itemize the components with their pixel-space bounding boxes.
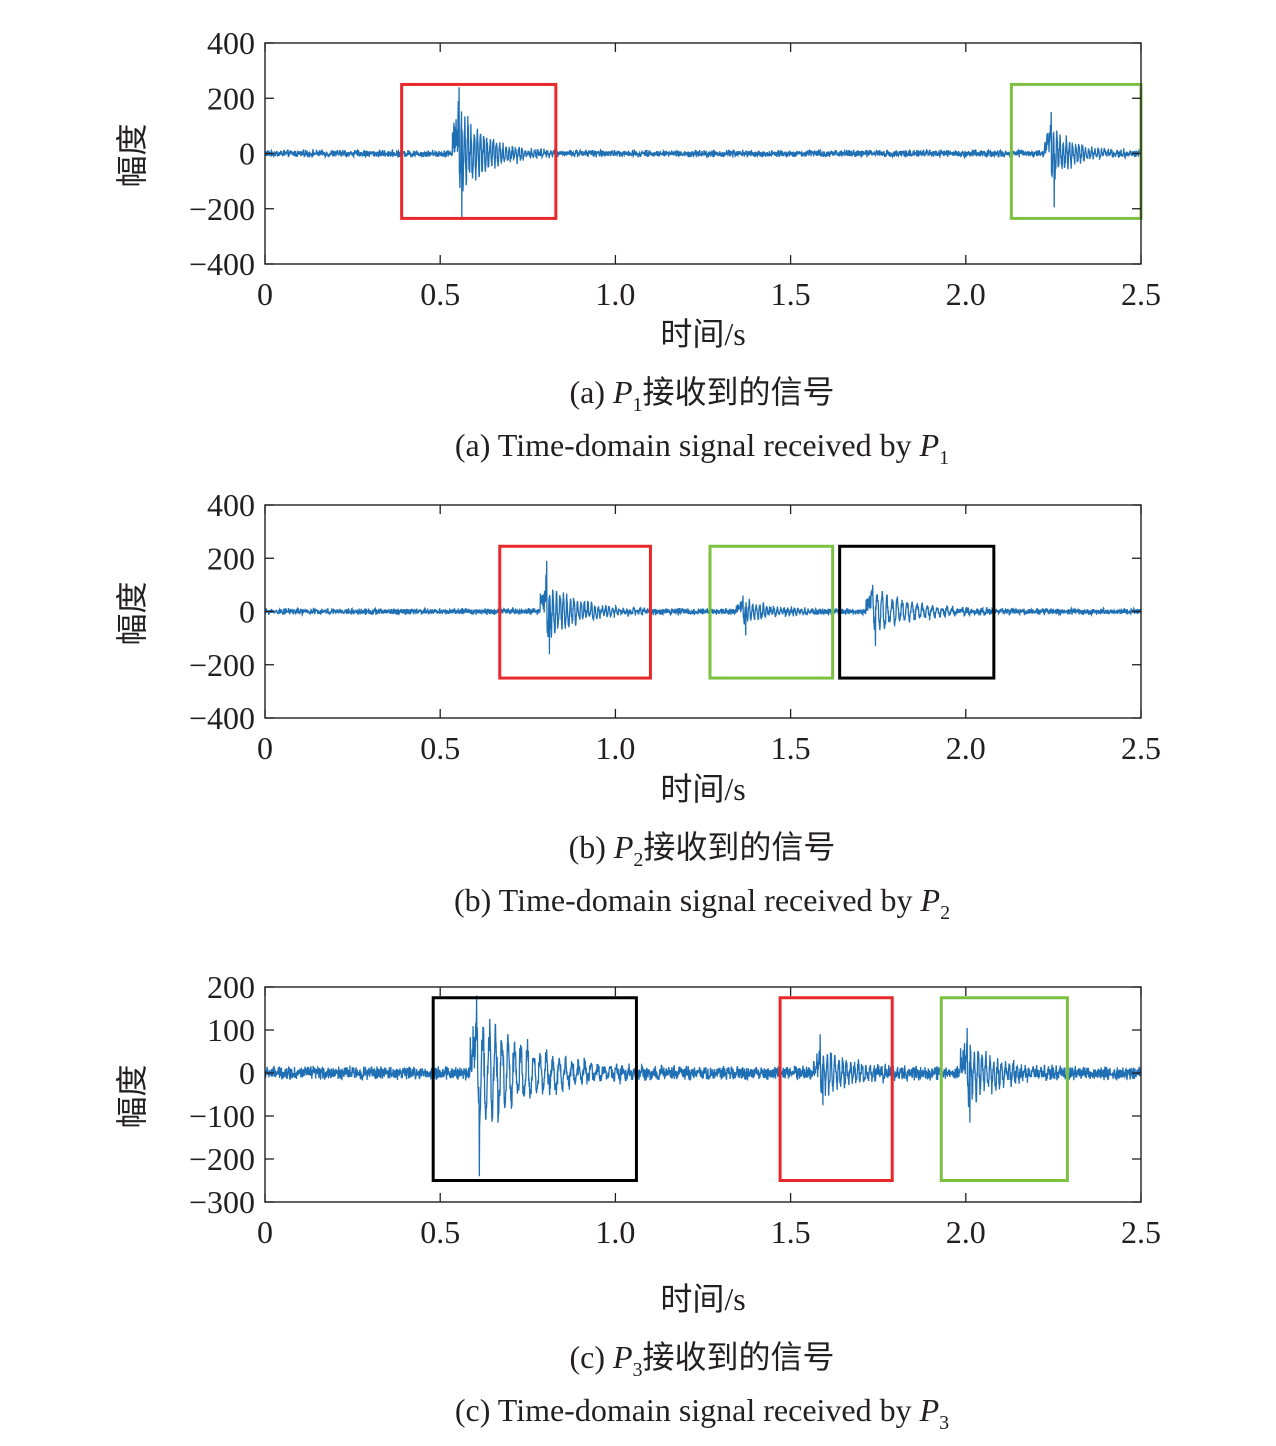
x-tick-label: 0.5: [420, 730, 460, 766]
x-tick-label: 1.0: [595, 276, 635, 312]
highlight-box: [838, 544, 996, 680]
y-tick-label: 200: [207, 80, 255, 116]
y-tick-label: −100: [189, 1098, 255, 1134]
x-tick-label: 0.5: [420, 1214, 460, 1250]
highlight-box: [431, 996, 638, 1182]
y-axis-label: 幅度: [114, 123, 150, 187]
x-tick-label: 1.0: [595, 730, 635, 766]
y-tick-label: 0: [239, 594, 255, 630]
x-tick-label: 2.5: [1121, 1214, 1161, 1250]
x-axis-label: 时间/s: [660, 316, 745, 352]
y-tick-label: 400: [207, 25, 255, 61]
x-tick-label: 0: [257, 1214, 273, 1250]
y-tick-label: −300: [189, 1184, 255, 1220]
y-tick-label: 100: [207, 1012, 255, 1048]
y-tick-label: 200: [207, 540, 255, 576]
caption-en: (b) Time-domain signal received by P2: [454, 882, 950, 924]
x-axis-label: 时间/s: [660, 771, 745, 807]
highlight-box: [778, 996, 894, 1182]
caption-cn: (c) P3接收到的信号: [569, 1339, 834, 1381]
x-tick-label: 0.5: [420, 276, 460, 312]
x-tick-label: 0: [257, 276, 273, 312]
x-tick-label: 2.0: [946, 730, 986, 766]
x-tick-label: 0: [257, 730, 273, 766]
signal-line: [265, 995, 1141, 1177]
y-tick-label: −400: [189, 700, 255, 736]
highlight-box: [400, 82, 558, 220]
caption-en: (a) Time-domain signal received by P1: [455, 427, 949, 469]
y-tick-label: −200: [189, 647, 255, 683]
y-tick-label: 0: [239, 136, 255, 172]
chart-panel-3: 0 0.5 1.0 1.5 2.0 2.5 200 100 0 −100 −200 −300 幅度时间/…: [114, 969, 1161, 1434]
highlight-box: [498, 544, 652, 680]
x-axis-label: 时间/s: [660, 1281, 745, 1317]
highlight-box: [708, 544, 835, 680]
caption-en: (c) Time-domain signal received by P3: [455, 1392, 949, 1434]
y-tick-label: 400: [207, 487, 255, 523]
y-tick-label: 200: [207, 969, 255, 1005]
x-tick-label: 2.5: [1121, 276, 1161, 312]
x-tick-label: 2.0: [946, 1214, 986, 1250]
y-axis-label: 幅度: [114, 581, 150, 645]
y-tick-label: −400: [189, 246, 255, 282]
x-tick-label: 1.5: [771, 730, 811, 766]
caption-cn: (b) P2接收到的信号: [569, 829, 836, 871]
y-tick-label: −200: [189, 1141, 255, 1177]
y-tick-label: −200: [189, 191, 255, 227]
highlight-box: [939, 996, 1069, 1182]
x-tick-label: 2.5: [1121, 730, 1161, 766]
x-tick-label: 1.5: [771, 276, 811, 312]
x-tick-label: 1.0: [595, 1214, 635, 1250]
x-tick-label: 2.0: [946, 276, 986, 312]
caption-cn: (a) P1接收到的信号: [569, 374, 834, 416]
axes-frame: [264, 986, 1142, 1203]
y-tick-label: 0: [239, 1055, 255, 1091]
signal-line: [265, 87, 1141, 219]
y-axis-label: 幅度: [114, 1064, 150, 1128]
signal-line: [265, 560, 1141, 655]
x-tick-label: 1.5: [771, 1214, 811, 1250]
